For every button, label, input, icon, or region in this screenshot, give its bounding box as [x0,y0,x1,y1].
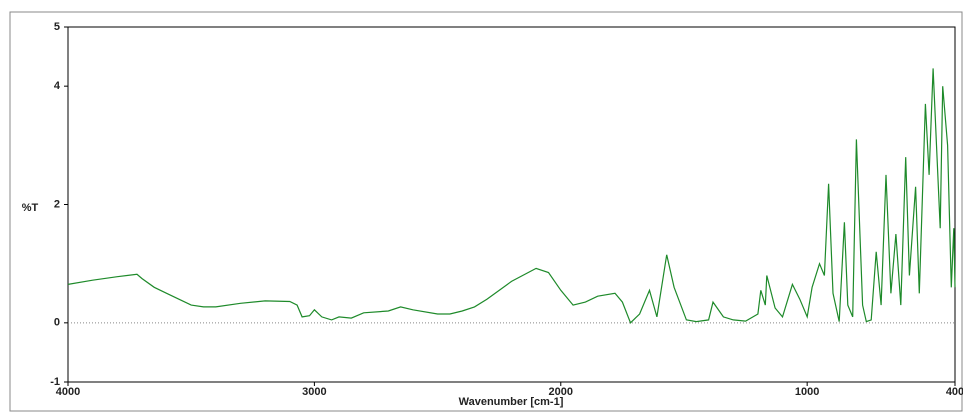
y-axis-label: %T [22,202,39,214]
y-tick-label: 5 [54,21,60,33]
y-tick-label: 4 [54,80,61,92]
plot-area [67,26,956,383]
x-tick-label: 2000 [549,386,573,398]
x-tick-label: 1000 [795,386,819,398]
frame [9,11,963,412]
spectrum-line [67,68,956,324]
x-tick-label: 4000 [56,386,80,398]
x-axis-label: Wavenumber [cm-1] [459,396,564,408]
x-tick-label: 3000 [302,386,326,398]
y-tick-label: 0 [54,317,60,329]
y-tick-label: -1 [50,376,60,388]
y-tick-label: 2 [54,198,60,210]
x-tick-label: 400 [946,386,963,398]
